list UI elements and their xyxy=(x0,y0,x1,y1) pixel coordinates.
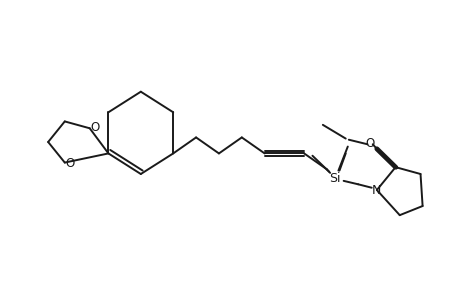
Text: O: O xyxy=(65,157,74,170)
Text: O: O xyxy=(90,121,99,134)
Text: N: N xyxy=(371,184,381,196)
Text: Si: Si xyxy=(329,172,340,185)
Text: O: O xyxy=(364,136,374,150)
